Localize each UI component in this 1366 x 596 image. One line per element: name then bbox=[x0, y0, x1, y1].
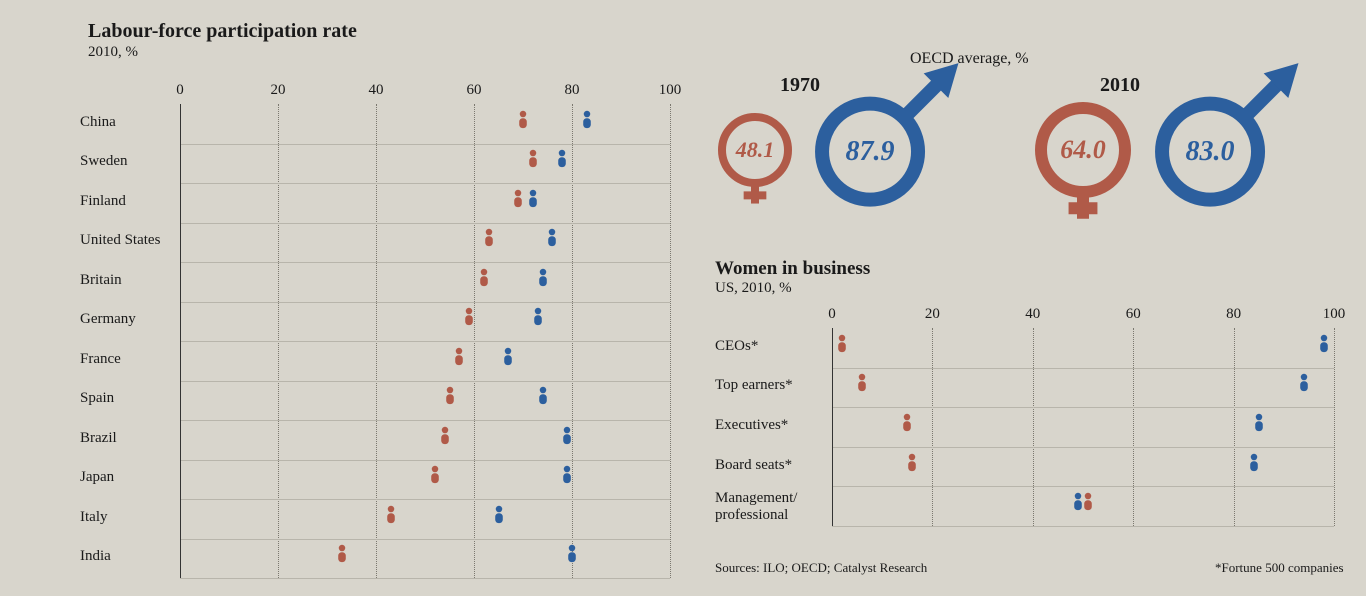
business-chart-rowline bbox=[832, 447, 1334, 448]
business-chart-row-label: Board seats* bbox=[715, 457, 792, 474]
labour-chart-tick-label: 20 bbox=[258, 82, 298, 99]
business-chart-marker-male bbox=[1295, 373, 1313, 401]
business-chart-gridline bbox=[1234, 328, 1235, 526]
labour-chart-row-label: China bbox=[80, 114, 116, 131]
labour-chart-marker-male bbox=[490, 505, 508, 533]
labour-chart-row-label: Britain bbox=[80, 272, 122, 289]
business-chart-row-label: Management/professional bbox=[715, 490, 797, 523]
business-chart-tick-label: 100 bbox=[1314, 306, 1354, 323]
oecd-female-value: 64.0 bbox=[1043, 135, 1123, 165]
labour-chart-row-label: Japan bbox=[80, 469, 114, 486]
labour-chart-subtitle: 2010, % bbox=[88, 44, 138, 61]
labour-chart-yaxis bbox=[180, 104, 181, 578]
labour-chart-marker-male bbox=[553, 149, 571, 177]
business-chart-subtitle: US, 2010, % bbox=[715, 280, 792, 297]
labour-chart-row-label: United States bbox=[80, 232, 160, 249]
labour-chart-rowline bbox=[180, 460, 670, 461]
business-chart-marker-female bbox=[833, 334, 851, 362]
business-chart-marker-male bbox=[1245, 452, 1263, 480]
labour-chart-tick-label: 100 bbox=[650, 82, 690, 99]
labour-chart-marker-female bbox=[460, 307, 478, 335]
labour-chart-marker-male bbox=[558, 465, 576, 493]
business-chart-row-label: Top earners* bbox=[715, 377, 793, 394]
oecd-male-value: 87.9 bbox=[820, 136, 920, 168]
labour-chart-rowline bbox=[180, 381, 670, 382]
infographic-canvas: Labour-force participation rate2010, % 0 2… bbox=[0, 0, 1366, 596]
business-chart-tick-label: 20 bbox=[912, 306, 952, 323]
labour-chart-marker-female bbox=[436, 426, 454, 454]
labour-chart-marker-female bbox=[514, 110, 532, 138]
sources-text: Sources: ILO; OECD; Catalyst Research bbox=[715, 560, 927, 576]
labour-chart-rowline bbox=[180, 302, 670, 303]
business-chart-marker-female bbox=[898, 413, 916, 441]
business-chart-rowline bbox=[832, 368, 1334, 369]
labour-chart-rowline bbox=[180, 262, 670, 263]
labour-chart-tick-label: 80 bbox=[552, 82, 592, 99]
labour-chart-tick-label: 60 bbox=[454, 82, 494, 99]
labour-chart-marker-female bbox=[450, 347, 468, 375]
business-chart-tick-label: 80 bbox=[1214, 306, 1254, 323]
labour-chart-row-label: France bbox=[80, 351, 121, 368]
business-chart-marker-male bbox=[1250, 413, 1268, 441]
labour-chart-marker-male bbox=[529, 307, 547, 335]
labour-chart-row-label: Finland bbox=[80, 193, 126, 210]
labour-chart-rowline bbox=[180, 144, 670, 145]
business-chart-gridline bbox=[1133, 328, 1134, 526]
business-chart-tick-label: 60 bbox=[1113, 306, 1153, 323]
labour-chart-marker-female bbox=[382, 505, 400, 533]
labour-chart-marker-female bbox=[480, 228, 498, 256]
business-chart-gridline bbox=[1033, 328, 1034, 526]
labour-chart-marker-male bbox=[499, 347, 517, 375]
labour-chart-row-label: Brazil bbox=[80, 430, 117, 447]
business-chart-row-label: Executives* bbox=[715, 417, 788, 434]
business-chart-gridline bbox=[932, 328, 933, 526]
labour-chart-marker-male bbox=[534, 386, 552, 414]
labour-chart-marker-male bbox=[524, 189, 542, 217]
labour-chart-row-label: Sweden bbox=[80, 153, 128, 170]
oecd-male-value: 83.0 bbox=[1160, 136, 1260, 168]
business-chart-marker-male bbox=[1315, 334, 1333, 362]
labour-chart-marker-male bbox=[558, 426, 576, 454]
oecd-female-value: 48.1 bbox=[715, 137, 795, 163]
labour-chart-marker-male bbox=[534, 268, 552, 296]
labour-chart-rowline bbox=[180, 183, 670, 184]
labour-chart-row-label: Germany bbox=[80, 311, 136, 328]
labour-chart-rowline bbox=[180, 499, 670, 500]
labour-chart-row-label: Spain bbox=[80, 390, 114, 407]
business-chart-row-label: CEOs* bbox=[715, 338, 758, 355]
labour-chart-marker-female bbox=[524, 149, 542, 177]
labour-chart-row-label: India bbox=[80, 548, 111, 565]
labour-chart-marker-female bbox=[333, 544, 351, 572]
labour-chart-marker-male bbox=[543, 228, 561, 256]
labour-chart-tick-label: 40 bbox=[356, 82, 396, 99]
labour-chart-rowline bbox=[180, 223, 670, 224]
footnote-text: *Fortune 500 companies bbox=[1215, 560, 1344, 576]
labour-chart-marker-female bbox=[441, 386, 459, 414]
labour-chart-marker-female bbox=[475, 268, 493, 296]
business-chart-title: Women in business bbox=[715, 258, 870, 280]
business-chart-rowline bbox=[832, 526, 1334, 527]
business-chart-marker-male bbox=[1069, 492, 1087, 520]
labour-chart-marker-female bbox=[426, 465, 444, 493]
business-chart-marker-female bbox=[903, 452, 921, 480]
business-chart-marker-female bbox=[853, 373, 871, 401]
labour-chart-marker-male bbox=[578, 110, 596, 138]
business-chart-rowline bbox=[832, 407, 1334, 408]
labour-chart-rowline bbox=[180, 420, 670, 421]
labour-chart-rowline bbox=[180, 341, 670, 342]
labour-chart-row-label: Italy bbox=[80, 509, 108, 526]
business-chart-gridline bbox=[1334, 328, 1335, 526]
business-chart-rowline bbox=[832, 486, 1334, 487]
labour-chart-marker-male bbox=[563, 544, 581, 572]
business-chart-yaxis bbox=[832, 328, 833, 526]
labour-chart-gridline bbox=[670, 104, 671, 578]
labour-chart-tick-label: 0 bbox=[160, 82, 200, 99]
labour-chart-rowline bbox=[180, 578, 670, 579]
labour-chart-rowline bbox=[180, 539, 670, 540]
labour-chart-title: Labour-force participation rate bbox=[88, 20, 357, 43]
business-chart-tick-label: 0 bbox=[812, 306, 852, 323]
business-chart-tick-label: 40 bbox=[1013, 306, 1053, 323]
